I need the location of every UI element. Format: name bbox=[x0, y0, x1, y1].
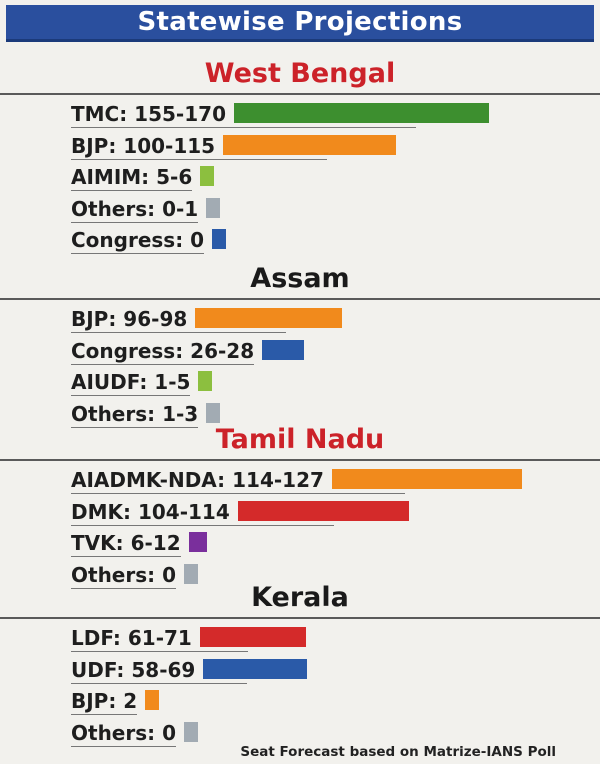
bar-label: AIUDF: 1-5 bbox=[71, 370, 191, 394]
bar-row: Others: 1-3 bbox=[0, 400, 600, 428]
bar-others bbox=[184, 563, 199, 584]
row-underline bbox=[71, 158, 328, 160]
section-divider bbox=[0, 459, 600, 461]
row-underline bbox=[71, 714, 138, 715]
bar-ldf bbox=[199, 627, 307, 647]
bar-label: DMK: 104-114 bbox=[71, 499, 230, 524]
bar-row: BJP: 100-115 bbox=[0, 132, 600, 160]
section-divider bbox=[0, 298, 600, 300]
bar-row: Others: 0-1 bbox=[0, 195, 600, 223]
bar-row: BJP: 96-98 bbox=[0, 305, 600, 333]
section-title: West Bengal bbox=[204, 58, 396, 89]
bar-row: AIADMK-NDA: 114-127 bbox=[0, 466, 600, 494]
bar-label: UDF: 58-69 bbox=[71, 657, 196, 682]
bar-congress bbox=[262, 339, 305, 360]
page-title: Statewise Projections bbox=[137, 7, 463, 37]
row-underline bbox=[71, 587, 177, 589]
row-underline bbox=[71, 332, 287, 333]
bar-aiudf bbox=[198, 371, 213, 391]
bar-label: Others: 0-1 bbox=[71, 196, 199, 221]
page-header: Statewise Projections bbox=[6, 5, 594, 42]
row-underline bbox=[71, 426, 199, 428]
bar-row: BJP: 2 bbox=[0, 687, 600, 715]
section-title: Kerala bbox=[251, 582, 349, 613]
row-underline bbox=[71, 745, 177, 747]
bar-row: Others: 0 bbox=[0, 719, 600, 747]
bar-row: UDF: 58-69 bbox=[0, 656, 600, 684]
section-title: Assam bbox=[250, 263, 350, 294]
bar-label: Others: 0 bbox=[71, 562, 177, 587]
row-underline bbox=[71, 395, 191, 396]
section-title: Tamil Nadu bbox=[215, 424, 385, 455]
bar-others bbox=[206, 197, 221, 218]
bar-congress bbox=[212, 229, 227, 249]
bar-label: TMC: 155-170 bbox=[71, 102, 226, 126]
bar-bjp bbox=[145, 690, 160, 710]
source-note: Seat Forecast based on Matrize-IANS Poll bbox=[240, 744, 556, 760]
row-underline bbox=[71, 651, 249, 652]
bar-row: TMC: 155-170 bbox=[0, 100, 600, 128]
bar-aimim bbox=[200, 166, 215, 186]
row-underline bbox=[71, 363, 255, 365]
bar-label: Others: 0 bbox=[71, 720, 177, 745]
bar-label: TVK: 6-12 bbox=[71, 531, 181, 555]
row-underline bbox=[71, 682, 248, 684]
row-underline bbox=[71, 253, 205, 254]
row-underline bbox=[71, 524, 334, 526]
row-underline bbox=[71, 221, 199, 223]
bar-tvk bbox=[188, 532, 207, 552]
bar-row: DMK: 104-114 bbox=[0, 498, 600, 526]
section-divider bbox=[0, 93, 600, 95]
bar-label: BJP: 100-115 bbox=[71, 133, 216, 158]
row-underline bbox=[71, 556, 181, 557]
bar-label: BJP: 96-98 bbox=[71, 307, 188, 331]
bar-row: Congress: 0 bbox=[0, 226, 600, 254]
bar-row: AIMIM: 5-6 bbox=[0, 163, 600, 191]
bar-label: BJP: 2 bbox=[71, 689, 138, 713]
bar-label: AIMIM: 5-6 bbox=[71, 165, 193, 189]
section-divider bbox=[0, 617, 600, 619]
bar-row: Others: 0 bbox=[0, 561, 600, 589]
bar-label: Congress: 26-28 bbox=[71, 338, 255, 363]
row-underline bbox=[71, 493, 405, 494]
row-underline bbox=[71, 127, 416, 128]
row-underline bbox=[71, 190, 193, 191]
bar-bjp bbox=[195, 308, 343, 328]
bar-row: Congress: 26-28 bbox=[0, 337, 600, 365]
bar-dmk bbox=[237, 500, 409, 521]
bar-tmc bbox=[233, 103, 489, 123]
bar-label: Others: 1-3 bbox=[71, 401, 199, 426]
bar-row: AIUDF: 1-5 bbox=[0, 368, 600, 396]
bar-label: LDF: 61-71 bbox=[71, 626, 192, 650]
bar-bjp bbox=[223, 134, 396, 155]
bar-row: LDF: 61-71 bbox=[0, 624, 600, 652]
bar-others bbox=[184, 721, 199, 742]
bar-label: Congress: 0 bbox=[71, 228, 205, 252]
bar-row: TVK: 6-12 bbox=[0, 529, 600, 557]
bar-others bbox=[206, 402, 221, 423]
bar-aiadmk-nda bbox=[331, 469, 523, 489]
bar-label: AIADMK-NDA: 114-127 bbox=[71, 468, 324, 492]
bar-udf bbox=[203, 658, 307, 679]
